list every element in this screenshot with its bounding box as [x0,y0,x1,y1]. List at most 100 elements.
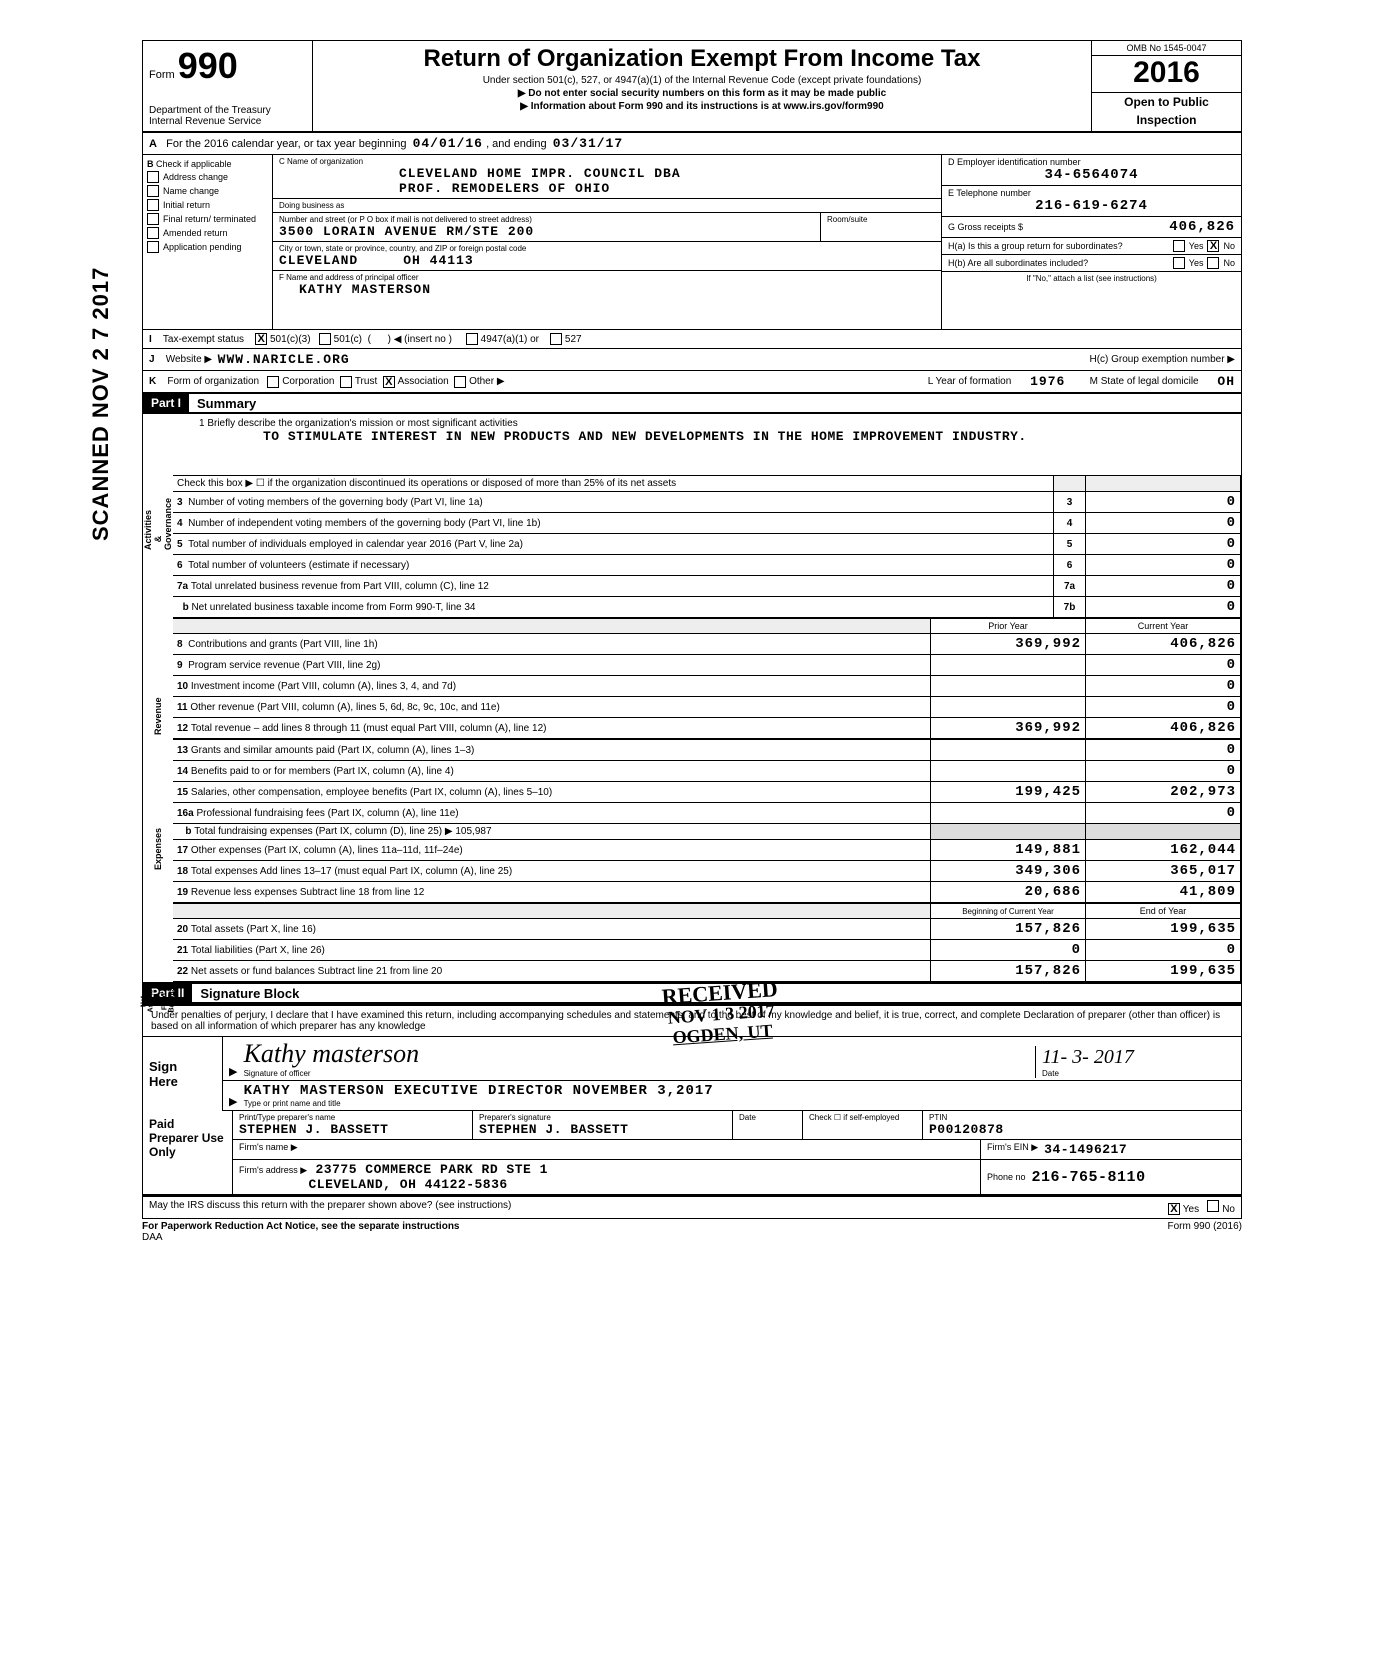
line-10: Investment income (Part VIII, column (A)… [191,681,456,692]
row-a-letter: A [149,138,157,150]
prior-9 [931,655,1086,676]
insert-no: ◀ (insert no ) [394,334,452,345]
discuss-row: May the IRS discuss this return with the… [143,1196,1241,1218]
form-title: Return of Organization Exempt From Incom… [321,45,1083,73]
chk-app-pending[interactable] [147,241,159,253]
chk-name-change[interactable] [147,185,159,197]
prior-11 [931,697,1086,718]
line-12: Total revenue – add lines 8 through 11 (… [191,723,547,734]
org-name-2: PROF. REMODELERS OF OHIO [279,181,935,196]
box-7a: 7a [1054,576,1086,597]
curr-18: 365,017 [1086,861,1241,882]
officer-name: KATHY MASTERSON [279,282,935,297]
val-6: 0 [1086,555,1241,576]
chk-501c[interactable] [319,333,331,345]
row-k-letter: K [149,376,156,387]
line-7b: Net unrelated business taxable income fr… [191,602,475,613]
cat-revenue: Revenue [153,713,163,735]
chk-address-change[interactable] [147,171,159,183]
sign-label-2: Here [149,1074,216,1089]
revenue-table: Prior Year Current Year 8 Contributions … [173,619,1241,740]
chk-ha-no[interactable]: X [1207,240,1219,252]
part-2-title: Signature Block [192,986,299,1001]
section-b-through-h: B Check if applicable Address change Nam… [143,155,1241,330]
header-left: Form 990 Department of the Treasury Inte… [143,41,313,131]
org-name-1: CLEVELAND HOME IMPR. COUNCIL DBA [279,166,935,181]
chk-assoc[interactable]: X [383,376,395,388]
chk-discuss-yes[interactable]: X [1168,1203,1180,1215]
val-3: 0 [1086,492,1241,513]
mission-prompt: 1 Briefly describe the organization's mi… [199,418,1233,429]
col-b-head: Check if applicable [156,159,232,169]
chk-4947[interactable] [466,333,478,345]
date-begin: 04/01/16 [413,136,483,151]
officer-printed-name: KATHY MASTERSON EXECUTIVE DIRECTOR NOVEM… [244,1083,1235,1099]
curr-15: 202,973 [1086,782,1241,803]
chk-amended[interactable] [147,227,159,239]
line-16b: Total fundraising expenses (Part IX, col… [194,826,491,837]
chk-527[interactable] [550,333,562,345]
firm-address-1: 23775 COMMERCE PARK RD STE 1 [316,1162,548,1177]
val-4: 0 [1086,513,1241,534]
end-year-hdr: End of Year [1086,904,1241,919]
page-footer: For Paperwork Reduction Act Notice, see … [142,1221,1242,1243]
form-990-footer: Form 990 (2016) [1168,1221,1242,1243]
chk-trust[interactable] [340,376,352,388]
ein-value: 34-6564074 [948,167,1235,183]
preparer-signature: STEPHEN J. BASSETT [479,1122,726,1137]
omb-number: OMB No 1545-0047 [1092,41,1241,56]
row-j-letter: J [149,354,155,365]
column-d-through-h: D Employer identification number 34-6564… [941,155,1241,329]
chk-hb-yes[interactable] [1173,257,1185,269]
box-4: 4 [1054,513,1086,534]
prior-15: 199,425 [931,782,1086,803]
officer-sig-label: Signature of officer [244,1069,1035,1078]
chk-final-return[interactable] [147,213,159,225]
val-7a: 0 [1086,576,1241,597]
current-year-hdr: Current Year [1086,619,1241,634]
perjury-declaration: Under penalties of perjury, I declare th… [143,1006,1241,1037]
line-5: Total number of individuals employed in … [188,539,523,550]
open-public-1: Open to Public [1092,93,1241,111]
dba-label: Doing business as [279,201,935,210]
lbl-initial-return: Initial return [163,200,210,210]
box-7b: 7b [1054,597,1086,619]
curr-12: 406,826 [1086,718,1241,740]
firm-ein: 34-1496217 [1044,1142,1127,1157]
line-8: Contributions and grants (Part VIII, lin… [188,639,378,650]
lbl-app-pending: Application pending [163,242,242,252]
lbl-other: Other ▶ [469,376,504,387]
prior-8: 369,992 [931,634,1086,655]
curr-11: 0 [1086,697,1241,718]
lbl-4947: 4947(a)(1) or [481,334,539,345]
chk-other[interactable] [454,376,466,388]
chk-corp[interactable] [267,376,279,388]
header-middle: Return of Organization Exempt From Incom… [313,41,1091,131]
chk-hb-no[interactable] [1207,257,1219,269]
chk-ha-yes[interactable] [1173,240,1185,252]
preparer-name: STEPHEN J. BASSETT [239,1122,466,1137]
line-15: Salaries, other compensation, employee b… [191,787,552,798]
prior-13 [931,740,1086,761]
org-name-label: C Name of organization [279,157,935,166]
curr-17: 162,044 [1086,840,1241,861]
chk-501c3[interactable]: X [255,333,267,345]
part-1-header: Part I Summary [143,394,1241,414]
curr-14: 0 [1086,761,1241,782]
chk-discuss-no[interactable] [1207,1200,1219,1212]
preparer-date-label: Date [739,1113,796,1122]
line-20: Total assets (Part X, line 16) [191,924,316,935]
line-13: Grants and similar amounts paid (Part IX… [191,745,474,756]
website-value: WWW.NARICLE.ORG [218,352,350,367]
website-label: Website ▶ [166,354,212,365]
line-14: Benefits paid to or for members (Part IX… [191,766,454,777]
lbl-assoc: Association [398,376,449,387]
part-2-header: Part II Signature Block [143,982,1241,1004]
line-16a: Professional fundraising fees (Part IX, … [196,808,458,819]
ha-label: H(a) Is this a group return for subordin… [948,241,1169,251]
date-end: 03/31/17 [553,136,623,151]
tel-label: E Telephone number [948,188,1235,198]
hc-label: H(c) Group exemption number ▶ [1089,354,1235,365]
chk-initial-return[interactable] [147,199,159,211]
curr-8: 406,826 [1086,634,1241,655]
